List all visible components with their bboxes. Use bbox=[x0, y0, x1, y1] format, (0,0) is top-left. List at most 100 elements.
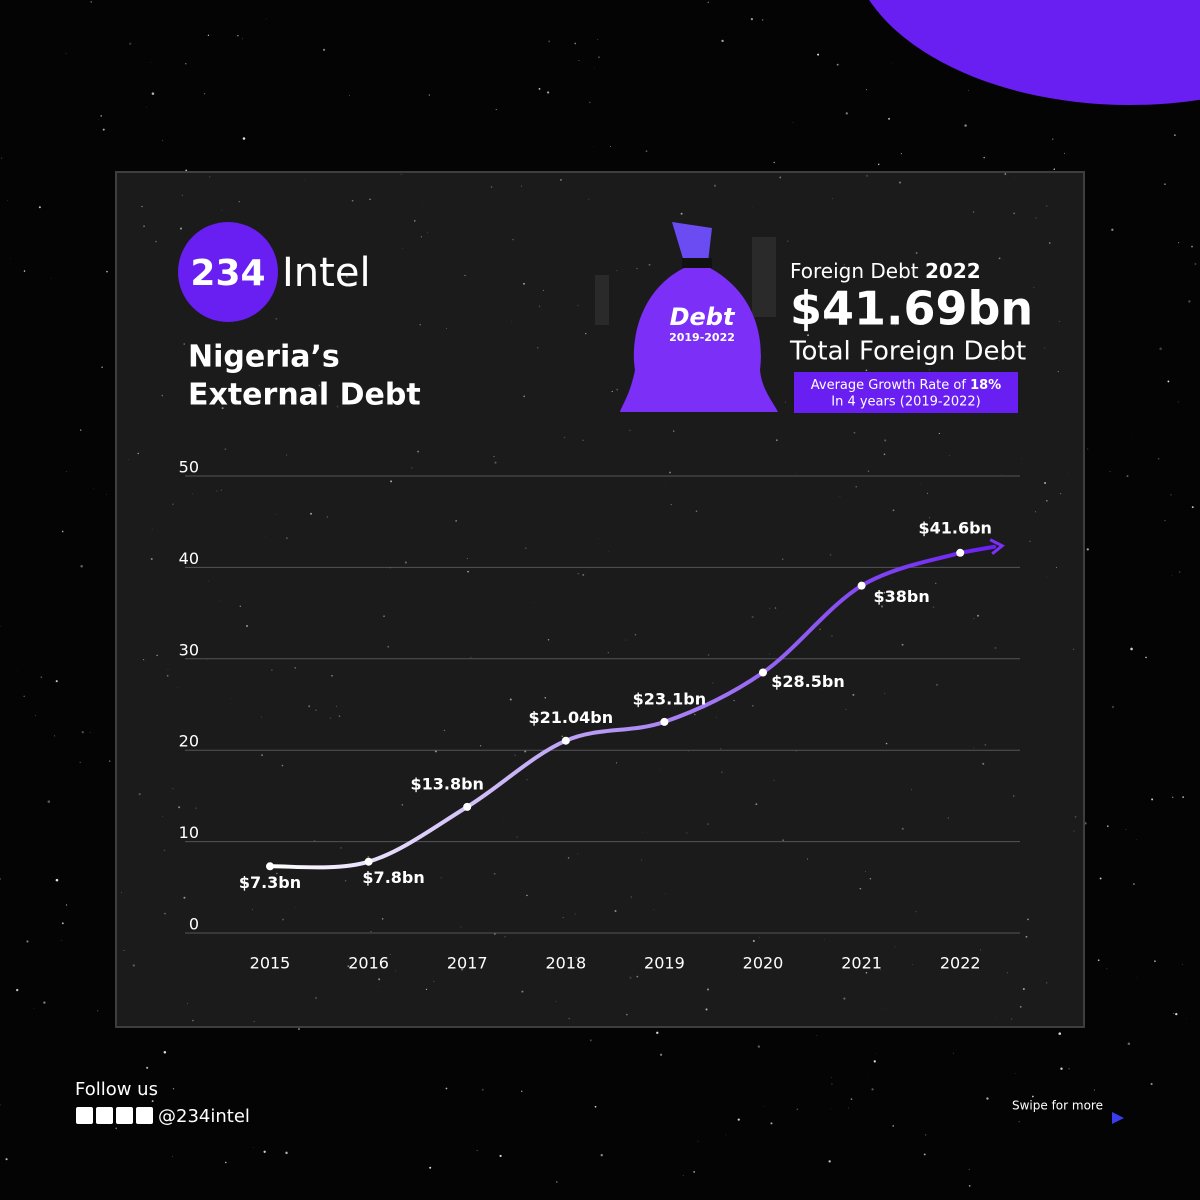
star bbox=[514, 754, 516, 756]
star bbox=[335, 705, 337, 707]
star bbox=[935, 582, 937, 585]
bag-word: Debt bbox=[670, 303, 736, 331]
star bbox=[1027, 918, 1029, 921]
swipe: Swipe for more bbox=[1012, 1099, 1103, 1113]
star bbox=[297, 1027, 301, 1031]
star bbox=[303, 180, 305, 182]
star bbox=[417, 450, 420, 453]
star bbox=[1097, 959, 1100, 962]
star bbox=[884, 439, 887, 442]
star bbox=[1151, 798, 1154, 801]
star bbox=[331, 675, 333, 677]
bag-tie bbox=[682, 258, 712, 268]
kicker-text: Foreign Debt bbox=[790, 259, 919, 283]
star bbox=[1055, 567, 1057, 568]
y-tick-label: 30 bbox=[179, 640, 199, 659]
star bbox=[1170, 494, 1172, 496]
star bbox=[899, 181, 902, 184]
star bbox=[370, 931, 372, 932]
star bbox=[1178, 242, 1180, 244]
star bbox=[924, 1134, 927, 1136]
star bbox=[209, 176, 211, 178]
star bbox=[555, 1000, 557, 1003]
star bbox=[636, 267, 638, 270]
point bbox=[759, 668, 767, 677]
star bbox=[178, 806, 181, 809]
star bbox=[265, 18, 267, 20]
deco-bar bbox=[752, 237, 776, 317]
star bbox=[261, 754, 263, 757]
star bbox=[1136, 977, 1137, 978]
star bbox=[588, 198, 590, 200]
star bbox=[411, 467, 413, 469]
star bbox=[973, 747, 975, 749]
x-tick-label: 2020 bbox=[743, 954, 784, 973]
star bbox=[968, 1185, 971, 1187]
star bbox=[770, 1122, 773, 1125]
star bbox=[1025, 935, 1028, 938]
star bbox=[237, 35, 239, 37]
star bbox=[347, 965, 350, 968]
star bbox=[115, 1127, 118, 1130]
star bbox=[220, 489, 222, 491]
star bbox=[511, 321, 512, 322]
star bbox=[1048, 242, 1051, 244]
star bbox=[0, 1104, 1, 1106]
star bbox=[892, 1125, 895, 1127]
star bbox=[281, 764, 284, 767]
star bbox=[912, 964, 914, 965]
star bbox=[204, 93, 206, 95]
point bbox=[857, 581, 866, 590]
star bbox=[1013, 795, 1015, 797]
star bbox=[831, 635, 833, 637]
star bbox=[1006, 972, 1008, 974]
star bbox=[524, 547, 527, 549]
star bbox=[781, 558, 784, 560]
star bbox=[680, 212, 683, 215]
star bbox=[89, 731, 91, 733]
star bbox=[670, 504, 672, 506]
star bbox=[757, 1045, 761, 1048]
kicker-year: 2022 bbox=[925, 259, 981, 283]
star bbox=[282, 918, 285, 921]
star bbox=[831, 1077, 832, 1078]
star bbox=[629, 429, 631, 431]
line bbox=[268, 544, 997, 870]
value-label: $23.1bn bbox=[633, 689, 706, 708]
star bbox=[845, 112, 848, 115]
star bbox=[1154, 960, 1156, 963]
swipe-arrowhead bbox=[1112, 1112, 1124, 1124]
star bbox=[648, 263, 651, 266]
star bbox=[855, 276, 857, 277]
bag-years: 2019-2022 bbox=[669, 331, 735, 344]
x-tick-label: 2017 bbox=[447, 954, 488, 973]
star bbox=[759, 937, 760, 938]
bag bbox=[620, 268, 778, 412]
star bbox=[595, 791, 597, 793]
star bbox=[162, 815, 164, 817]
star bbox=[751, 616, 754, 619]
star bbox=[585, 333, 587, 335]
point bbox=[561, 736, 570, 745]
star bbox=[1074, 816, 1077, 818]
star bbox=[768, 653, 770, 655]
star bbox=[615, 762, 618, 764]
star bbox=[161, 139, 164, 142]
value-label: $38bn bbox=[873, 587, 929, 606]
star bbox=[577, 572, 580, 575]
star bbox=[983, 156, 985, 159]
star bbox=[1064, 152, 1066, 154]
star bbox=[774, 607, 777, 609]
star bbox=[1046, 205, 1048, 207]
star bbox=[61, 922, 64, 925]
star bbox=[656, 1031, 659, 1034]
star bbox=[1127, 1042, 1131, 1045]
star bbox=[186, 1003, 188, 1004]
point bbox=[660, 717, 669, 726]
star bbox=[192, 493, 193, 495]
star bbox=[697, 1140, 699, 1142]
star bbox=[54, 735, 55, 737]
x-tick-label: 2018 bbox=[545, 954, 586, 973]
star bbox=[582, 439, 585, 442]
star bbox=[523, 395, 525, 398]
